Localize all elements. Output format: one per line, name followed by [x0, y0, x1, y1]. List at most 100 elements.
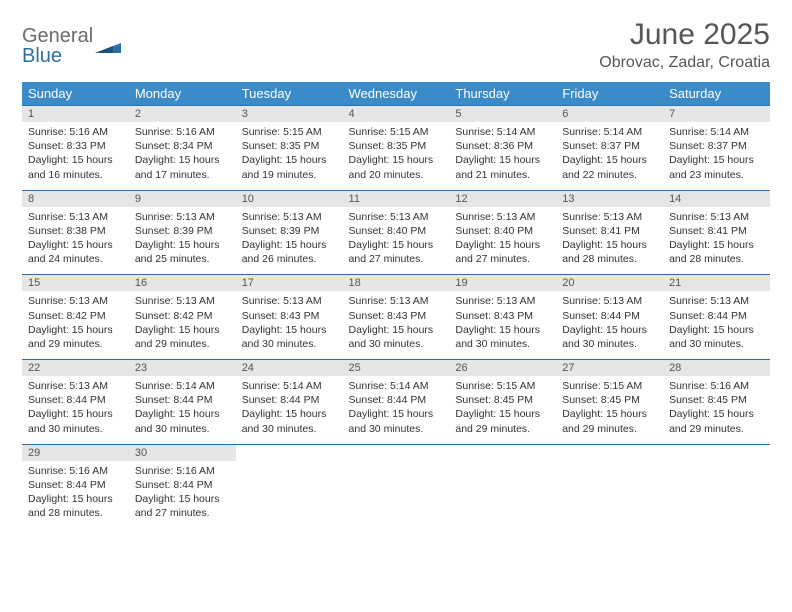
sunset-line: Sunset: 8:44 PM — [28, 478, 123, 492]
daylight-line-2: and 29 minutes. — [28, 337, 123, 351]
sunset-line: Sunset: 8:39 PM — [242, 224, 337, 238]
day-body: Sunrise: 5:15 AMSunset: 8:45 PMDaylight:… — [556, 376, 663, 444]
sunset-line: Sunset: 8:33 PM — [28, 139, 123, 153]
daylight-line-2: and 30 minutes. — [349, 422, 444, 436]
calendar-cell: 17Sunrise: 5:13 AMSunset: 8:43 PMDayligh… — [236, 275, 343, 360]
sunrise-line: Sunrise: 5:13 AM — [28, 379, 123, 393]
daylight-line-1: Daylight: 15 hours — [242, 238, 337, 252]
sunset-line: Sunset: 8:44 PM — [135, 478, 230, 492]
calendar-week-row: 22Sunrise: 5:13 AMSunset: 8:44 PMDayligh… — [22, 360, 770, 445]
header: General Blue June 2025 Obrovac, Zadar, C… — [22, 18, 770, 72]
daylight-line-2: and 27 minutes. — [135, 506, 230, 520]
calendar-cell: 25Sunrise: 5:14 AMSunset: 8:44 PMDayligh… — [343, 360, 450, 445]
daylight-line-1: Daylight: 15 hours — [562, 323, 657, 337]
day-number: 30 — [129, 445, 236, 461]
daylight-line-2: and 29 minutes. — [135, 337, 230, 351]
sunset-line: Sunset: 8:37 PM — [669, 139, 764, 153]
daylight-line-2: and 21 minutes. — [455, 168, 550, 182]
daylight-line-1: Daylight: 15 hours — [28, 407, 123, 421]
daylight-line-1: Daylight: 15 hours — [562, 407, 657, 421]
daylight-line-2: and 27 minutes. — [349, 252, 444, 266]
day-number: 12 — [449, 191, 556, 207]
daylight-line-1: Daylight: 15 hours — [135, 407, 230, 421]
sunset-line: Sunset: 8:44 PM — [349, 393, 444, 407]
calendar-cell: 5Sunrise: 5:14 AMSunset: 8:36 PMDaylight… — [449, 106, 556, 191]
day-number: 8 — [22, 191, 129, 207]
calendar-cell — [556, 444, 663, 528]
sunrise-line: Sunrise: 5:16 AM — [669, 379, 764, 393]
calendar-cell — [343, 444, 450, 528]
page-title: June 2025 — [599, 18, 770, 52]
day-number: 26 — [449, 360, 556, 376]
daylight-line-1: Daylight: 15 hours — [28, 238, 123, 252]
day-number: 29 — [22, 445, 129, 461]
daylight-line-1: Daylight: 15 hours — [455, 238, 550, 252]
sunrise-line: Sunrise: 5:13 AM — [562, 210, 657, 224]
calendar-cell: 10Sunrise: 5:13 AMSunset: 8:39 PMDayligh… — [236, 190, 343, 275]
day-body: Sunrise: 5:16 AMSunset: 8:44 PMDaylight:… — [129, 461, 236, 529]
calendar-cell: 14Sunrise: 5:13 AMSunset: 8:41 PMDayligh… — [663, 190, 770, 275]
day-body: Sunrise: 5:13 AMSunset: 8:39 PMDaylight:… — [236, 207, 343, 275]
flag-icon — [95, 39, 121, 57]
daylight-line-2: and 25 minutes. — [135, 252, 230, 266]
calendar-cell: 15Sunrise: 5:13 AMSunset: 8:42 PMDayligh… — [22, 275, 129, 360]
sunset-line: Sunset: 8:44 PM — [562, 309, 657, 323]
calendar-cell: 20 Sunrise: 5:13 AMSunset: 8:44 PMDayligh… — [556, 275, 663, 360]
daylight-line-1: Daylight: 15 hours — [455, 407, 550, 421]
location: Obrovac, Zadar, Croatia — [599, 54, 770, 72]
daylight-line-2: and 20 minutes. — [349, 168, 444, 182]
calendar-cell: 12Sunrise: 5:13 AMSunset: 8:40 PMDayligh… — [449, 190, 556, 275]
weekday-header: Tuesday — [236, 82, 343, 106]
day-number: 24 — [236, 360, 343, 376]
calendar-cell: 26Sunrise: 5:15 AMSunset: 8:45 PMDayligh… — [449, 360, 556, 445]
calendar-cell: 4Sunrise: 5:15 AMSunset: 8:35 PMDaylight… — [343, 106, 450, 191]
weekday-header: Saturday — [663, 82, 770, 106]
day-body: Sunrise: 5:13 AMSunset: 8:44 PMDaylight:… — [22, 376, 129, 444]
daylight-line-1: Daylight: 15 hours — [349, 153, 444, 167]
sunset-line: Sunset: 8:43 PM — [242, 309, 337, 323]
sunrise-line: Sunrise: 5:14 AM — [455, 125, 550, 139]
sunrise-line: Sunrise: 5:13 AM — [242, 294, 337, 308]
day-number: 17 — [236, 275, 343, 291]
daylight-line-1: Daylight: 15 hours — [562, 238, 657, 252]
day-body: Sunrise: 5:13 AMSunset: 8:43 PMDaylight:… — [343, 291, 450, 359]
calendar-cell: 28Sunrise: 5:16 AMSunset: 8:45 PMDayligh… — [663, 360, 770, 445]
daylight-line-1: Daylight: 15 hours — [349, 407, 444, 421]
day-number: 13 — [556, 191, 663, 207]
daylight-line-1: Daylight: 15 hours — [28, 153, 123, 167]
daylight-line-2: and 29 minutes. — [562, 422, 657, 436]
day-body: Sunrise: 5:15 AMSunset: 8:35 PMDaylight:… — [236, 122, 343, 190]
day-number: 20 — [556, 275, 663, 291]
day-number: 1 — [22, 106, 129, 122]
day-body: Sunrise: 5:15 AMSunset: 8:45 PMDaylight:… — [449, 376, 556, 444]
sunrise-line: Sunrise: 5:14 AM — [135, 379, 230, 393]
day-number: 11 — [343, 191, 450, 207]
daylight-line-2: and 30 minutes. — [28, 422, 123, 436]
daylight-line-2: and 17 minutes. — [135, 168, 230, 182]
sunset-line: Sunset: 8:43 PM — [349, 309, 444, 323]
logo-word2: Blue — [22, 46, 93, 66]
sunset-line: Sunset: 8:35 PM — [349, 139, 444, 153]
sunset-line: Sunset: 8:40 PM — [349, 224, 444, 238]
day-body: Sunrise: 5:13 AMSunset: 8:43 PMDaylight:… — [236, 291, 343, 359]
daylight-line-2: and 30 minutes. — [669, 337, 764, 351]
day-body: Sunrise: 5:13 AMSunset: 8:41 PMDaylight:… — [663, 207, 770, 275]
day-number: 10 — [236, 191, 343, 207]
daylight-line-1: Daylight: 15 hours — [135, 492, 230, 506]
sunset-line: Sunset: 8:45 PM — [669, 393, 764, 407]
sunset-line: Sunset: 8:42 PM — [28, 309, 123, 323]
daylight-line-2: and 24 minutes. — [28, 252, 123, 266]
title-block: June 2025 Obrovac, Zadar, Croatia — [599, 18, 770, 72]
calendar-cell — [449, 444, 556, 528]
day-body: Sunrise: 5:16 AMSunset: 8:44 PMDaylight:… — [22, 461, 129, 529]
daylight-line-2: and 29 minutes. — [455, 422, 550, 436]
day-body: Sunrise: 5:13 AMSunset: 8:41 PMDaylight:… — [556, 207, 663, 275]
daylight-line-2: and 30 minutes. — [242, 422, 337, 436]
sunrise-line: Sunrise: 5:14 AM — [669, 125, 764, 139]
sunrise-line: Sunrise: 5:13 AM — [562, 294, 657, 308]
sunset-line: Sunset: 8:44 PM — [242, 393, 337, 407]
sunrise-line: Sunrise: 5:13 AM — [28, 294, 123, 308]
calendar-cell: 2Sunrise: 5:16 AMSunset: 8:34 PMDaylight… — [129, 106, 236, 191]
daylight-line-2: and 16 minutes. — [28, 168, 123, 182]
sunrise-line: Sunrise: 5:16 AM — [28, 125, 123, 139]
